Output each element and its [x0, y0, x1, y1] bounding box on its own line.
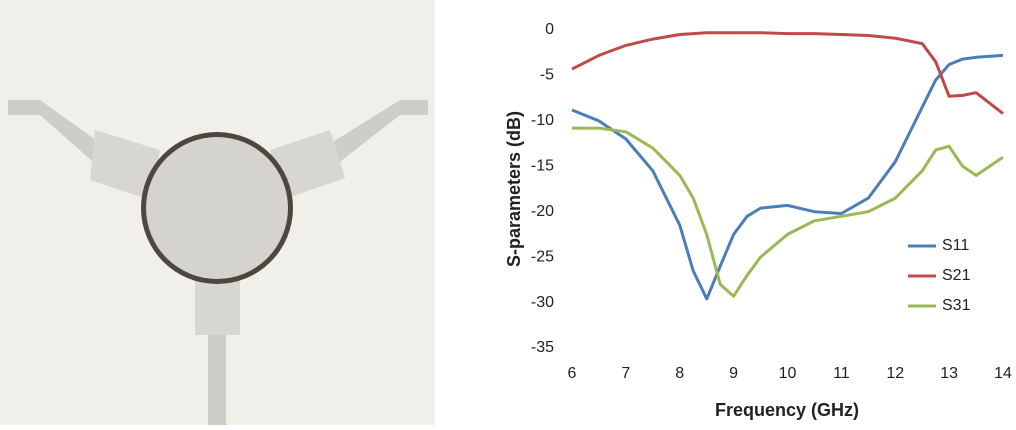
x-tick-label: 9 [729, 365, 738, 382]
x-tick-label: 12 [886, 365, 904, 382]
y-tick-label: -25 [531, 248, 554, 265]
series-line [571, 53, 1004, 301]
legend-label: S11 [942, 237, 969, 254]
y-tick-label: -15 [531, 158, 554, 175]
y-tick-label: -10 [531, 112, 554, 129]
arm-right-pad [270, 130, 345, 200]
y-tick-label: -30 [531, 294, 554, 311]
x-tick-label: 13 [940, 365, 958, 382]
x-axis-label: Frequency (GHz) [715, 400, 859, 420]
y-tick-label: -35 [531, 339, 554, 356]
legend-label: S21 [942, 267, 971, 284]
arm-bottom [208, 330, 226, 425]
y-axis-label: S-parameters (dB) [504, 111, 524, 267]
x-tick-label: 10 [779, 365, 797, 382]
disk [146, 137, 288, 279]
legend-label: S31 [942, 297, 971, 314]
x-tick-label: 8 [675, 365, 684, 382]
series-line [572, 126, 1004, 298]
y-tick-label: -20 [531, 203, 554, 220]
y-tick-label: 0 [545, 21, 554, 38]
x-tick-label: 7 [621, 365, 630, 382]
x-tick-label: 14 [994, 365, 1012, 382]
x-tick-label: 11 [833, 365, 850, 382]
arm-left-pad [90, 130, 160, 200]
arm-right [320, 100, 428, 168]
series-line [571, 31, 1004, 115]
x-tick-label: 6 [568, 365, 577, 382]
y-tick-label: -5 [540, 67, 554, 84]
device-photo [0, 0, 435, 425]
arm-left [8, 100, 110, 168]
